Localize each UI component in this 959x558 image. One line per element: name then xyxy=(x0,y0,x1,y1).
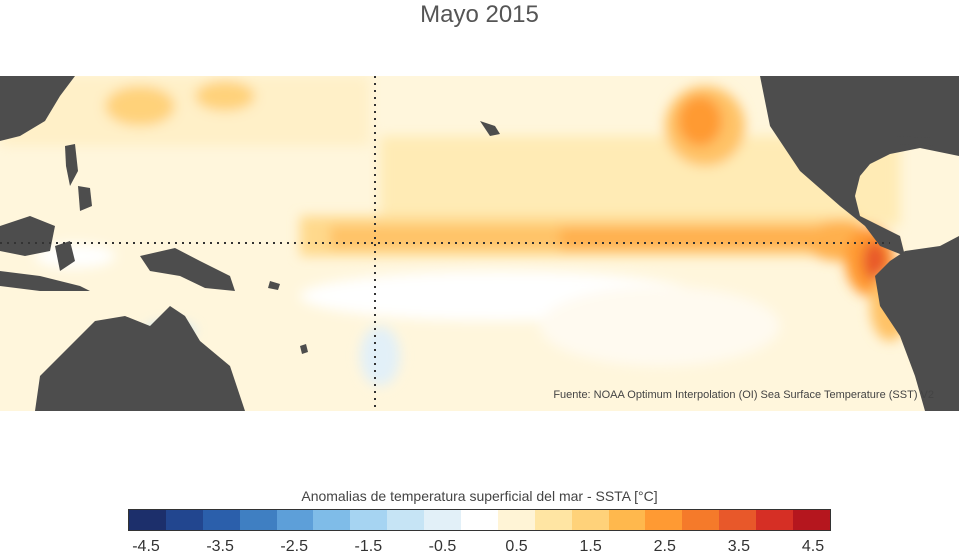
source-note: Fuente: NOAA Optimum Interpolation (OI) … xyxy=(553,389,934,401)
colorbar-segment xyxy=(793,510,830,530)
colorbar-tick-label: -2.5 xyxy=(280,538,309,555)
legend-title: Anomalias de temperatura superficial del… xyxy=(301,488,658,504)
reference-lines xyxy=(0,76,890,411)
colorbar-tick-label: -0.5 xyxy=(428,538,457,555)
colorbar-tick-label: -1.5 xyxy=(354,538,383,555)
sst-anomaly-map: Fuente: NOAA Optimum Interpolation (OI) … xyxy=(0,76,959,411)
anomaly-field xyxy=(0,76,942,386)
colorbar-segment xyxy=(313,510,351,530)
map-title: Mayo 2015 xyxy=(420,1,539,28)
colorbar-tick-label: 3.5 xyxy=(727,538,750,555)
colorbar-tick-label: 0.5 xyxy=(505,538,528,555)
colorbar-segment xyxy=(719,510,757,530)
colorbar xyxy=(128,509,831,531)
colorbar-segment xyxy=(756,510,794,530)
land xyxy=(0,76,959,411)
colorbar-segment xyxy=(276,510,314,530)
colorbar-tick-label: 2.5 xyxy=(653,538,676,555)
colorbar-segment xyxy=(239,510,277,530)
colorbar-segment xyxy=(461,510,498,530)
colorbar-segment xyxy=(424,510,462,530)
colorbar-tick-label: 1.5 xyxy=(579,538,602,555)
colorbar-segment xyxy=(202,510,240,530)
colorbar-segment xyxy=(165,510,203,530)
colorbar-segment xyxy=(571,510,609,530)
colorbar-segment xyxy=(387,510,425,530)
colorbar-segment xyxy=(608,510,646,530)
colorbar-segment xyxy=(682,510,720,530)
colorbar-segment xyxy=(497,510,535,530)
colorbar-tick-label: -3.5 xyxy=(206,538,234,555)
colorbar-segment xyxy=(129,510,166,530)
colorbar-ticks: -4.5 -3.5 -2.5 -1.5 -0.5 0.5 1.5 2.5 3.5 4.5 xyxy=(128,538,831,558)
colorbar-tick-label: 4.5 xyxy=(801,538,825,555)
colorbar-segment xyxy=(350,510,388,530)
colorbar-tick-label: -4.5 xyxy=(132,538,160,555)
colorbar-segment xyxy=(645,510,683,530)
colorbar-segment xyxy=(534,510,572,530)
